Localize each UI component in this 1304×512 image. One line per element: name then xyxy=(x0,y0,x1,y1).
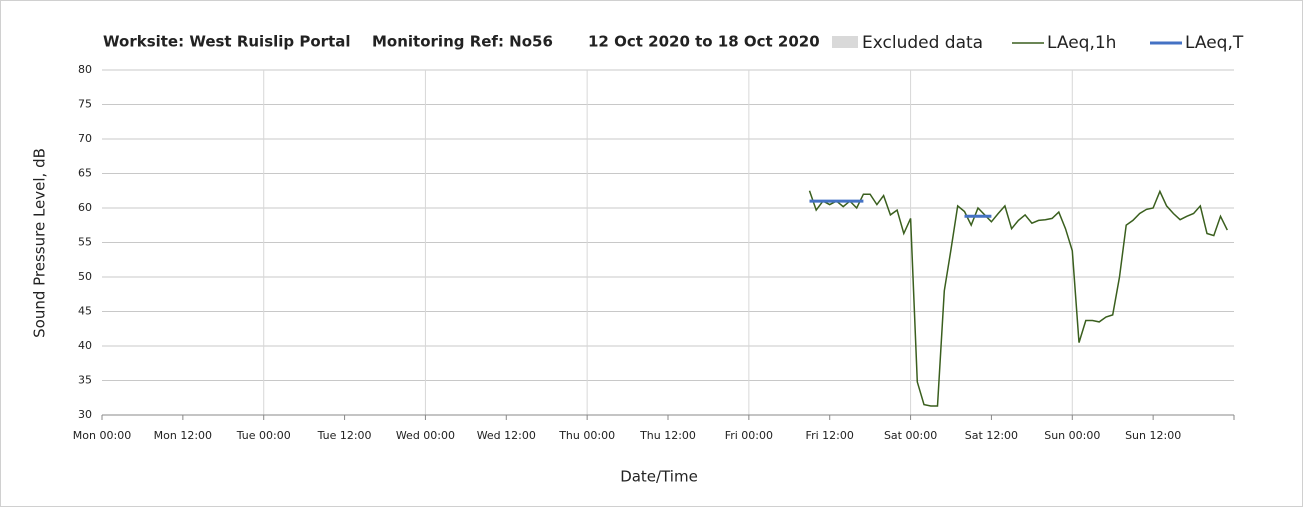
x-tick-label: Tue 00:00 xyxy=(236,429,291,442)
x-tick-label: Thu 12:00 xyxy=(639,429,696,442)
y-tick-label: 70 xyxy=(78,132,92,145)
y-tick-label: 45 xyxy=(78,305,92,318)
y-tick-label: 30 xyxy=(78,408,92,421)
legend-swatch xyxy=(832,36,858,48)
line-series xyxy=(808,189,1228,407)
x-tick-label: Tue 12:00 xyxy=(317,429,372,442)
y-tick-label: 60 xyxy=(78,201,92,214)
chart-title: Monitoring Ref: No56 xyxy=(372,33,553,51)
x-tick-label: Mon 12:00 xyxy=(154,429,212,442)
x-tick-label: Wed 12:00 xyxy=(477,429,536,442)
y-tick-label: 80 xyxy=(78,63,92,76)
y-tick-label: 75 xyxy=(78,98,92,111)
legend-label: LAeq,1h xyxy=(1047,33,1116,53)
y-tick-label: 50 xyxy=(78,270,92,283)
y-tick-label: 35 xyxy=(78,374,92,387)
y-axis-label: Sound Pressure Level, dB xyxy=(31,148,49,338)
chart-title: Worksite: West Ruislip Portal xyxy=(103,33,351,51)
x-tick-label: Fri 00:00 xyxy=(725,429,773,442)
legend-label: Excluded data xyxy=(862,33,983,53)
y-tick-label: 40 xyxy=(78,339,92,352)
y-tick-label: 65 xyxy=(78,167,92,180)
x-tick-label: Fri 12:00 xyxy=(806,429,854,442)
x-tick-label: Mon 00:00 xyxy=(73,429,131,442)
x-tick-label: Sun 00:00 xyxy=(1044,429,1100,442)
y-tick-label: 55 xyxy=(78,236,92,249)
x-tick-label: Sat 00:00 xyxy=(884,429,937,442)
x-tick-label: Sat 12:00 xyxy=(965,429,1018,442)
x-tick-label: Sun 12:00 xyxy=(1125,429,1181,442)
legend-label: LAeq,T xyxy=(1185,33,1244,53)
x-tick-label: Thu 00:00 xyxy=(558,429,615,442)
chart-title: 12 Oct 2020 to 18 Oct 2020 xyxy=(588,33,820,51)
x-axis-label: Date/Time xyxy=(620,468,698,486)
x-tick-label: Wed 00:00 xyxy=(396,429,455,442)
